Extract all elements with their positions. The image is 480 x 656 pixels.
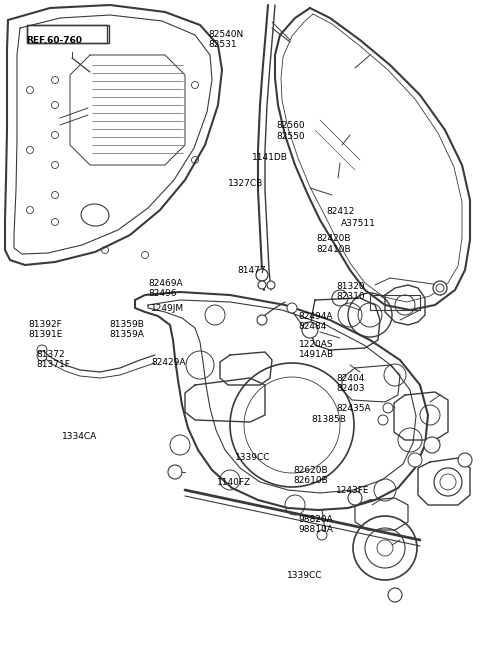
Text: 81320
82310: 81320 82310 bbox=[336, 281, 365, 301]
Text: 81385B: 81385B bbox=[311, 415, 346, 424]
Text: 81359B
81359A: 81359B 81359A bbox=[109, 319, 144, 339]
Text: 1339CC: 1339CC bbox=[287, 571, 323, 581]
Circle shape bbox=[408, 453, 422, 467]
Circle shape bbox=[258, 281, 266, 289]
Text: 1220AS: 1220AS bbox=[299, 340, 333, 349]
Circle shape bbox=[168, 465, 182, 479]
Circle shape bbox=[302, 322, 318, 338]
Circle shape bbox=[458, 453, 472, 467]
Circle shape bbox=[348, 491, 362, 505]
Circle shape bbox=[383, 403, 393, 413]
Text: 82469A
82496: 82469A 82496 bbox=[149, 279, 183, 298]
Text: 82404
82403: 82404 82403 bbox=[336, 374, 364, 394]
Text: 1140FZ: 1140FZ bbox=[217, 478, 251, 487]
Circle shape bbox=[433, 281, 447, 295]
Circle shape bbox=[436, 284, 444, 292]
Circle shape bbox=[378, 415, 388, 425]
Text: 81372
81371F: 81372 81371F bbox=[36, 350, 70, 369]
Circle shape bbox=[267, 281, 275, 289]
Text: 82412: 82412 bbox=[326, 207, 355, 216]
Text: 82620B
82610B: 82620B 82610B bbox=[294, 466, 328, 485]
Text: 98820A
98810A: 98820A 98810A bbox=[299, 515, 334, 535]
Text: 1243FE: 1243FE bbox=[336, 486, 370, 495]
Text: REF.60-760: REF.60-760 bbox=[26, 36, 83, 45]
Text: 1327CB: 1327CB bbox=[228, 179, 263, 188]
Text: 82494A
82484: 82494A 82484 bbox=[299, 312, 333, 331]
Circle shape bbox=[424, 437, 440, 453]
Text: 82540N
82531: 82540N 82531 bbox=[209, 30, 244, 49]
Circle shape bbox=[37, 345, 47, 355]
Circle shape bbox=[257, 315, 267, 325]
Circle shape bbox=[256, 269, 268, 281]
Text: A37511: A37511 bbox=[341, 218, 376, 228]
Text: 81392F
81391E: 81392F 81391E bbox=[29, 319, 63, 339]
Text: 82435A: 82435A bbox=[336, 403, 371, 413]
Text: 1334CA: 1334CA bbox=[62, 432, 97, 441]
Text: 1339CC: 1339CC bbox=[235, 453, 271, 462]
Circle shape bbox=[388, 588, 402, 602]
Text: 81477: 81477 bbox=[238, 266, 266, 275]
Circle shape bbox=[317, 530, 327, 540]
Text: 1249JM: 1249JM bbox=[151, 304, 184, 313]
Text: 1141DB: 1141DB bbox=[252, 153, 288, 162]
Text: 82429A: 82429A bbox=[151, 358, 186, 367]
Text: 1491AB: 1491AB bbox=[299, 350, 334, 359]
Circle shape bbox=[37, 351, 47, 361]
Text: 82420B
82410B: 82420B 82410B bbox=[317, 234, 351, 254]
Text: 82560
82550: 82560 82550 bbox=[276, 121, 305, 141]
Circle shape bbox=[287, 303, 297, 313]
